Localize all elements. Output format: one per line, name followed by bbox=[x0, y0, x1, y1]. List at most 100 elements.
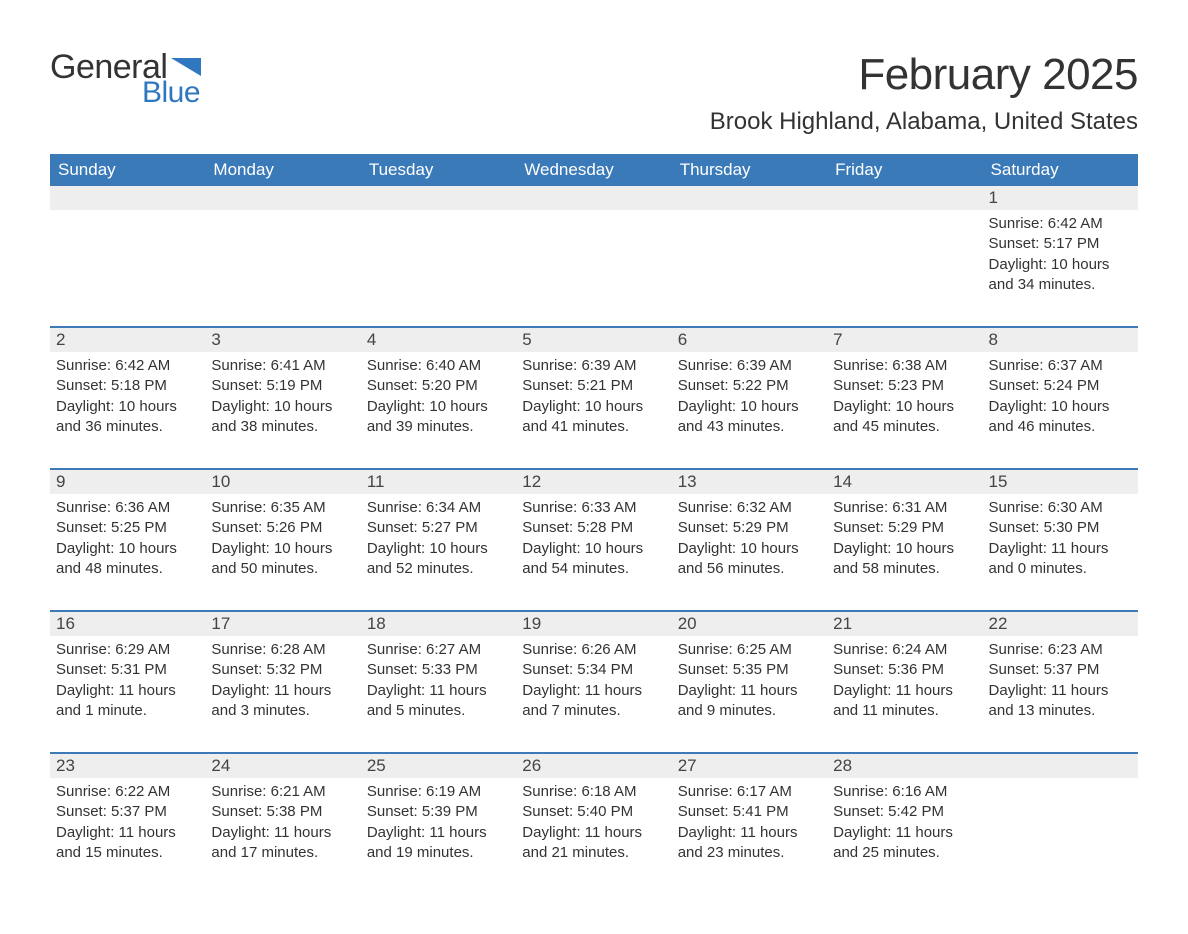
daylight-line1: Daylight: 10 hours bbox=[367, 397, 510, 417]
day-details: Sunrise: 6:24 AMSunset: 5:36 PMDaylight:… bbox=[827, 636, 982, 725]
daylight-line2: and 58 minutes. bbox=[833, 559, 976, 579]
calendar-cell: 10Sunrise: 6:35 AMSunset: 5:26 PMDayligh… bbox=[205, 470, 360, 610]
col-monday: Monday bbox=[205, 154, 360, 186]
daylight-line2: and 34 minutes. bbox=[989, 275, 1132, 295]
daylight-line1: Daylight: 10 hours bbox=[989, 255, 1132, 275]
daylight-line1: Daylight: 10 hours bbox=[211, 397, 354, 417]
day-details: Sunrise: 6:37 AMSunset: 5:24 PMDaylight:… bbox=[983, 352, 1138, 441]
day-number: 17 bbox=[205, 612, 360, 636]
daylight-line2: and 36 minutes. bbox=[56, 417, 199, 437]
sunrise-text: Sunrise: 6:34 AM bbox=[367, 498, 510, 518]
daylight-line1: Daylight: 10 hours bbox=[678, 397, 821, 417]
calendar-cell: 11Sunrise: 6:34 AMSunset: 5:27 PMDayligh… bbox=[361, 470, 516, 610]
calendar-cell: 6Sunrise: 6:39 AMSunset: 5:22 PMDaylight… bbox=[672, 328, 827, 468]
sunrise-text: Sunrise: 6:30 AM bbox=[989, 498, 1132, 518]
daylight-line2: and 25 minutes. bbox=[833, 843, 976, 863]
sunrise-text: Sunrise: 6:22 AM bbox=[56, 782, 199, 802]
sunset-text: Sunset: 5:41 PM bbox=[678, 802, 821, 822]
daylight-line2: and 11 minutes. bbox=[833, 701, 976, 721]
daylight-line1: Daylight: 11 hours bbox=[211, 823, 354, 843]
calendar-cell: 2Sunrise: 6:42 AMSunset: 5:18 PMDaylight… bbox=[50, 328, 205, 468]
sunset-text: Sunset: 5:28 PM bbox=[522, 518, 665, 538]
calendar-cell: 21Sunrise: 6:24 AMSunset: 5:36 PMDayligh… bbox=[827, 612, 982, 752]
sunrise-text: Sunrise: 6:19 AM bbox=[367, 782, 510, 802]
day-details: Sunrise: 6:18 AMSunset: 5:40 PMDaylight:… bbox=[516, 778, 671, 867]
daylight-line1: Daylight: 11 hours bbox=[367, 681, 510, 701]
sunset-text: Sunset: 5:19 PM bbox=[211, 376, 354, 396]
daylight-line2: and 13 minutes. bbox=[989, 701, 1132, 721]
daylight-line2: and 43 minutes. bbox=[678, 417, 821, 437]
calendar-cell: 25Sunrise: 6:19 AMSunset: 5:39 PMDayligh… bbox=[361, 754, 516, 894]
day-number: 14 bbox=[827, 470, 982, 494]
day-details: Sunrise: 6:16 AMSunset: 5:42 PMDaylight:… bbox=[827, 778, 982, 867]
day-number: 20 bbox=[672, 612, 827, 636]
calendar-cell bbox=[361, 186, 516, 326]
day-details: Sunrise: 6:38 AMSunset: 5:23 PMDaylight:… bbox=[827, 352, 982, 441]
daylight-line2: and 17 minutes. bbox=[211, 843, 354, 863]
sunset-text: Sunset: 5:38 PM bbox=[211, 802, 354, 822]
sunrise-text: Sunrise: 6:29 AM bbox=[56, 640, 199, 660]
sunrise-text: Sunrise: 6:35 AM bbox=[211, 498, 354, 518]
calendar-cell bbox=[983, 754, 1138, 894]
sunset-text: Sunset: 5:32 PM bbox=[211, 660, 354, 680]
daylight-line1: Daylight: 10 hours bbox=[678, 539, 821, 559]
col-thursday: Thursday bbox=[672, 154, 827, 186]
daylight-line2: and 56 minutes. bbox=[678, 559, 821, 579]
sunrise-text: Sunrise: 6:21 AM bbox=[211, 782, 354, 802]
day-number: 5 bbox=[516, 328, 671, 352]
day-number: 4 bbox=[361, 328, 516, 352]
calendar-cell: 28Sunrise: 6:16 AMSunset: 5:42 PMDayligh… bbox=[827, 754, 982, 894]
sunset-text: Sunset: 5:39 PM bbox=[367, 802, 510, 822]
day-details: Sunrise: 6:23 AMSunset: 5:37 PMDaylight:… bbox=[983, 636, 1138, 725]
sunrise-text: Sunrise: 6:42 AM bbox=[989, 214, 1132, 234]
col-saturday: Saturday bbox=[983, 154, 1138, 186]
sunset-text: Sunset: 5:21 PM bbox=[522, 376, 665, 396]
day-details: Sunrise: 6:33 AMSunset: 5:28 PMDaylight:… bbox=[516, 494, 671, 583]
day-number: 23 bbox=[50, 754, 205, 778]
day-details: Sunrise: 6:26 AMSunset: 5:34 PMDaylight:… bbox=[516, 636, 671, 725]
day-number: 22 bbox=[983, 612, 1138, 636]
sunset-text: Sunset: 5:26 PM bbox=[211, 518, 354, 538]
daylight-line2: and 23 minutes. bbox=[678, 843, 821, 863]
empty-day-number bbox=[50, 186, 205, 210]
day-details: Sunrise: 6:35 AMSunset: 5:26 PMDaylight:… bbox=[205, 494, 360, 583]
empty-day-number bbox=[983, 754, 1138, 778]
day-details: Sunrise: 6:25 AMSunset: 5:35 PMDaylight:… bbox=[672, 636, 827, 725]
daylight-line1: Daylight: 11 hours bbox=[989, 539, 1132, 559]
calendar-cell: 20Sunrise: 6:25 AMSunset: 5:35 PMDayligh… bbox=[672, 612, 827, 752]
day-number: 1 bbox=[983, 186, 1138, 210]
calendar-cell: 26Sunrise: 6:18 AMSunset: 5:40 PMDayligh… bbox=[516, 754, 671, 894]
daylight-line1: Daylight: 11 hours bbox=[367, 823, 510, 843]
sunrise-text: Sunrise: 6:42 AM bbox=[56, 356, 199, 376]
col-wednesday: Wednesday bbox=[516, 154, 671, 186]
sunset-text: Sunset: 5:27 PM bbox=[367, 518, 510, 538]
calendar-cell: 3Sunrise: 6:41 AMSunset: 5:19 PMDaylight… bbox=[205, 328, 360, 468]
sunset-text: Sunset: 5:17 PM bbox=[989, 234, 1132, 254]
day-number: 15 bbox=[983, 470, 1138, 494]
sunrise-text: Sunrise: 6:18 AM bbox=[522, 782, 665, 802]
sunrise-text: Sunrise: 6:41 AM bbox=[211, 356, 354, 376]
day-details: Sunrise: 6:32 AMSunset: 5:29 PMDaylight:… bbox=[672, 494, 827, 583]
daylight-line1: Daylight: 11 hours bbox=[833, 681, 976, 701]
sunrise-text: Sunrise: 6:37 AM bbox=[989, 356, 1132, 376]
day-details: Sunrise: 6:19 AMSunset: 5:39 PMDaylight:… bbox=[361, 778, 516, 867]
sunset-text: Sunset: 5:24 PM bbox=[989, 376, 1132, 396]
daylight-line1: Daylight: 10 hours bbox=[522, 397, 665, 417]
daylight-line2: and 50 minutes. bbox=[211, 559, 354, 579]
day-number: 2 bbox=[50, 328, 205, 352]
day-details: Sunrise: 6:30 AMSunset: 5:30 PMDaylight:… bbox=[983, 494, 1138, 583]
calendar-cell: 4Sunrise: 6:40 AMSunset: 5:20 PMDaylight… bbox=[361, 328, 516, 468]
title-block: February 2025 Brook Highland, Alabama, U… bbox=[710, 50, 1138, 136]
daylight-line1: Daylight: 11 hours bbox=[56, 681, 199, 701]
logo-text-blue: Blue bbox=[142, 78, 201, 108]
location-subtitle: Brook Highland, Alabama, United States bbox=[710, 108, 1138, 136]
calendar-header-row: Sunday Monday Tuesday Wednesday Thursday… bbox=[50, 154, 1138, 186]
day-number: 9 bbox=[50, 470, 205, 494]
day-number: 11 bbox=[361, 470, 516, 494]
daylight-line2: and 48 minutes. bbox=[56, 559, 199, 579]
calendar-week-row: 16Sunrise: 6:29 AMSunset: 5:31 PMDayligh… bbox=[50, 612, 1138, 752]
daylight-line2: and 38 minutes. bbox=[211, 417, 354, 437]
daylight-line1: Daylight: 10 hours bbox=[833, 539, 976, 559]
daylight-line1: Daylight: 11 hours bbox=[522, 823, 665, 843]
sunrise-text: Sunrise: 6:31 AM bbox=[833, 498, 976, 518]
